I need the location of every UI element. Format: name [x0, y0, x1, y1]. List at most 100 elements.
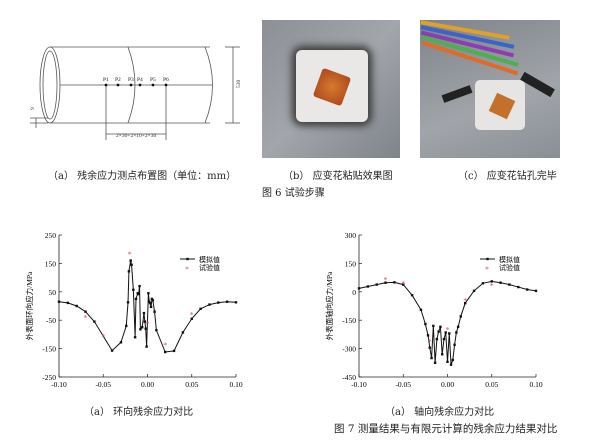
simulated-point	[132, 288, 135, 292]
legend-label: 试验值	[499, 263, 520, 272]
caption-6a: （a） 残余应力测点布置图（单位：mm）	[48, 171, 237, 182]
measure-point-label: P1	[103, 77, 109, 83]
simulated-point	[57, 300, 61, 303]
x-tick-label: 0.10	[529, 380, 542, 389]
x-tick-label: -0.05	[95, 380, 111, 389]
simulated-point	[455, 331, 458, 334]
simulated-point	[153, 310, 156, 313]
simulated-point	[432, 324, 435, 328]
y-tick-label: 150	[345, 259, 357, 268]
simulated-point	[459, 315, 462, 318]
photo-strain-rosette-attached	[262, 20, 400, 158]
simulated-point	[125, 324, 128, 328]
y-tick-label: 50	[49, 288, 57, 297]
experimental-point: *	[463, 296, 467, 305]
simulated-point	[190, 317, 193, 320]
simulated-point	[172, 349, 176, 353]
simulated-point	[133, 336, 137, 339]
legend-label: 模拟值	[199, 255, 220, 264]
measure-point-label: P5	[150, 77, 156, 83]
caption-7a: （a） 环向残余应力对比	[84, 407, 194, 418]
legend-marker	[186, 257, 189, 261]
x-tick-label: -0.05	[395, 380, 411, 389]
x-axis-label: 距离焊缝中心位置/mm	[411, 391, 485, 392]
simulated-point	[149, 305, 153, 309]
x-tick-label: 0.05	[185, 380, 198, 389]
simulated-point	[137, 292, 140, 296]
experimental-point: *	[384, 275, 388, 284]
simulated-point	[144, 327, 147, 330]
dim-diameter: 530	[236, 80, 242, 89]
simulated-point	[442, 337, 446, 341]
y-tick-label: -450	[342, 373, 356, 382]
x-tick-label: -0.10	[51, 380, 67, 389]
simulated-point	[464, 301, 467, 305]
experimental-point: *	[190, 311, 194, 320]
dim-thickness: 9	[30, 107, 36, 110]
measure-point	[129, 83, 133, 87]
simulated-point	[433, 361, 437, 364]
simulated-point	[456, 325, 460, 329]
simulated-point	[181, 331, 185, 334]
simulated-point	[139, 328, 142, 331]
figure7-title: 图 7 测量结果与有限元计算的残余应力结果对比	[334, 423, 558, 435]
simulated-point	[151, 299, 155, 302]
simulated-point	[453, 343, 456, 347]
x-tick-label: -0.10	[351, 380, 367, 389]
simulated-point	[208, 303, 211, 306]
simulated-point	[225, 300, 229, 303]
simulated-point	[75, 304, 78, 308]
simulated-point	[143, 320, 147, 323]
simulated-point	[140, 326, 144, 329]
experimental-point: *	[163, 341, 167, 350]
measure-point	[104, 83, 108, 87]
simulated-point	[375, 283, 378, 286]
simulated-point	[410, 294, 414, 297]
simulated-point	[472, 289, 476, 293]
simulated-line	[358, 280, 537, 365]
caption-7b: （a） 轴向残余应力对比	[385, 407, 495, 418]
caption-6c: （c） 应变花钻孔完毕	[458, 171, 557, 182]
y-tick-label: 150	[45, 259, 57, 268]
experimental-point: *	[401, 280, 405, 289]
measure-point	[164, 83, 168, 87]
simulated-point	[499, 281, 502, 284]
dim-spacing: 2×30+2×10+2×30	[116, 133, 157, 139]
experimental-point: *	[101, 333, 105, 342]
experimental-point: *	[84, 313, 88, 322]
simulated-point	[155, 328, 158, 332]
simulated-point	[119, 341, 123, 344]
simulated-point	[440, 353, 444, 356]
x-tick-label: 0.05	[485, 380, 498, 389]
measure-point-label: P2	[115, 77, 121, 83]
simulated-point	[142, 311, 146, 315]
y-tick-label: 300	[345, 231, 357, 240]
simulated-point	[430, 356, 433, 360]
simulated-line	[58, 260, 237, 353]
simulated-point	[138, 284, 141, 288]
simulated-point	[424, 322, 427, 326]
y-tick-label: 250	[45, 231, 57, 240]
simulated-point	[451, 358, 455, 362]
simulated-point	[366, 285, 370, 288]
y-tick-label: -250	[42, 373, 56, 382]
x-axis-label: 距离焊缝中心位置/mm	[111, 391, 185, 392]
simulated-point	[402, 283, 405, 286]
simulated-point	[490, 280, 493, 283]
x-tick-label: 0.00	[441, 380, 454, 389]
experimental-point: *	[146, 320, 150, 329]
measure-point-label: P4	[137, 77, 143, 83]
simulated-point	[66, 301, 70, 305]
simulated-point	[525, 288, 529, 291]
simulated-point	[134, 297, 138, 301]
simulated-point	[444, 331, 447, 334]
measure-point-label: P6	[163, 77, 169, 83]
simulated-point	[93, 320, 96, 323]
simulated-point	[426, 334, 430, 337]
simulated-point	[148, 300, 151, 303]
measure-point-label: P3	[128, 77, 134, 83]
simulated-point	[435, 337, 439, 341]
simulated-point	[357, 287, 361, 290]
simulated-point	[419, 308, 423, 311]
